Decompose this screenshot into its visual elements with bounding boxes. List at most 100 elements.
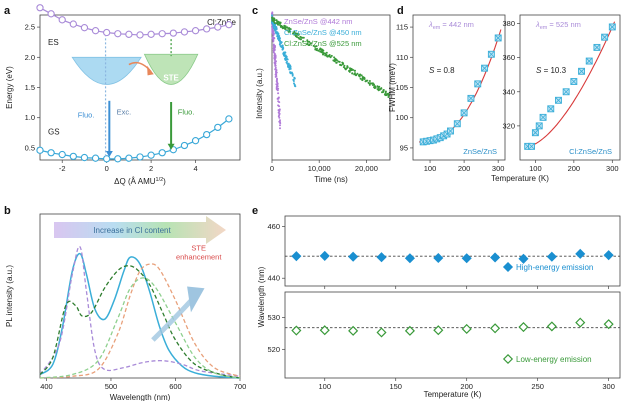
panel-c-point-2 bbox=[316, 47, 318, 50]
panel-c-point-1 bbox=[275, 32, 278, 35]
panel-c-xtick-label: 0 bbox=[270, 164, 274, 173]
panel-c-legend-2: Cl:ZnSe/ZnS @525 nm bbox=[284, 39, 362, 48]
panel-a-point-ES bbox=[80, 24, 89, 32]
panel-c-point-2 bbox=[324, 52, 327, 55]
panel-c-point-2 bbox=[344, 67, 347, 70]
panel-d-point-0 bbox=[474, 80, 482, 88]
panel-c-point-0 bbox=[278, 116, 281, 119]
panel-a-point-ES bbox=[47, 10, 55, 18]
panel-c-point-2 bbox=[271, 16, 274, 19]
panel-c-point-2 bbox=[358, 75, 361, 78]
panel-c-point-2 bbox=[346, 66, 349, 69]
panel-d-point-0 bbox=[460, 109, 468, 117]
panel-b-xtick-label: 500 bbox=[105, 382, 118, 391]
panel-c-point-2 bbox=[288, 28, 291, 31]
panel-e-xtick-label: 300 bbox=[602, 382, 615, 391]
panel-d-ytick-label: 115 bbox=[396, 23, 408, 32]
panel-e-point-1 bbox=[348, 325, 359, 336]
panel-c-point-2 bbox=[272, 19, 275, 22]
panel-c-point-2 bbox=[314, 45, 317, 48]
panel-a-well-left bbox=[71, 56, 142, 85]
panel-a-ytick-label: 2.5 bbox=[25, 23, 35, 32]
panel-d-ytick-label: 110 bbox=[396, 53, 408, 62]
panel-c-point-1 bbox=[291, 74, 294, 77]
panel-d-point-1 bbox=[539, 113, 547, 121]
panel-c-point-2 bbox=[327, 54, 330, 57]
panel-a-point-ES bbox=[158, 30, 166, 38]
panel-c-point-2 bbox=[355, 74, 357, 77]
panel-label-c: c bbox=[252, 5, 258, 17]
panel-c-point-1 bbox=[279, 40, 282, 43]
panel-d-xtick-label: 100 bbox=[529, 164, 542, 173]
panel-a-ste-label: STE bbox=[163, 73, 179, 82]
panel-c-point-0 bbox=[279, 119, 281, 122]
panel-label-a: a bbox=[4, 5, 11, 17]
panel-d-point-1 bbox=[555, 96, 562, 104]
panel-a-point-ES bbox=[147, 30, 155, 38]
panel-b-annotation: STE enhancement bbox=[176, 243, 222, 261]
panel-c-point-2 bbox=[319, 50, 322, 53]
panel-a-xtick-label: -2 bbox=[59, 164, 66, 173]
panel-a-curve-ES bbox=[39, 7, 230, 36]
panel-d-point-1 bbox=[593, 43, 601, 51]
panel-e-point-1 bbox=[518, 321, 529, 333]
panel-d-ylabel: FWHM (meV) bbox=[388, 63, 397, 112]
panel-c-point-2 bbox=[351, 72, 354, 75]
panel-c-point-2 bbox=[332, 59, 335, 62]
panel-c-point-2 bbox=[382, 91, 384, 94]
panel-d-lambda-sub: em bbox=[540, 25, 548, 31]
panel-c-point-2 bbox=[352, 68, 354, 71]
panel-d-point-1 bbox=[528, 142, 535, 150]
panel-a-ytick-label: 2.0 bbox=[25, 53, 35, 62]
panel-c-point-2 bbox=[282, 27, 285, 29]
panel-c-point-2 bbox=[387, 92, 390, 95]
panel-a-point-GS bbox=[214, 123, 222, 132]
panel-c-point-2 bbox=[292, 32, 295, 35]
panel-d-s-value: = 10.3 bbox=[541, 66, 566, 75]
panel-e-point-0 bbox=[319, 250, 330, 261]
panel-c-point-1 bbox=[288, 68, 291, 71]
panel-c-point-2 bbox=[371, 84, 374, 86]
panel-c-point-2 bbox=[380, 87, 383, 90]
panel-c-point-1 bbox=[277, 37, 280, 40]
panel-e-point-0 bbox=[603, 250, 614, 261]
panel-d-ytick-label: 380 bbox=[502, 19, 515, 28]
panel-c-point-0 bbox=[273, 37, 276, 40]
panel-c-legend-1: Cl:ZnSe/ZnS @450 nm bbox=[284, 28, 362, 37]
panel-a-xtick-label: 2 bbox=[149, 164, 153, 173]
panel-c-point-1 bbox=[292, 80, 295, 82]
panel-c-point-2 bbox=[384, 90, 387, 93]
panel-a-xlabel-sup: 1/2 bbox=[156, 177, 164, 183]
panel-d-xtick-label: 200 bbox=[458, 164, 471, 173]
panel-d-point-1 bbox=[578, 67, 585, 75]
panel-c-point-2 bbox=[296, 33, 298, 36]
panel-c-point-1 bbox=[278, 35, 281, 37]
panel-c-point-2 bbox=[378, 88, 381, 91]
panel-a-point-GS bbox=[103, 155, 111, 163]
panel-c-point-1 bbox=[282, 52, 285, 55]
panel-a-point-ES bbox=[36, 4, 44, 12]
panel-c-point-2 bbox=[368, 83, 371, 86]
panel-d-point-1 bbox=[585, 57, 593, 65]
panel-a-point-GS bbox=[80, 153, 89, 162]
panel-a-series-label-GS: GS bbox=[48, 128, 60, 137]
panel-b-xtick-label: 700 bbox=[234, 382, 247, 391]
panel-a-point-GS bbox=[136, 153, 144, 161]
panel-c-point-2 bbox=[350, 67, 353, 70]
panel-c-point-1 bbox=[281, 44, 284, 47]
panel-c-point-2 bbox=[359, 77, 362, 80]
panel-e-point-0 bbox=[575, 248, 586, 259]
panel-c-point-2 bbox=[354, 69, 356, 72]
panel-c-point-2 bbox=[335, 58, 338, 61]
panel-d-point-0-cross bbox=[467, 95, 475, 102]
panel-e-ytick-label: 440 bbox=[267, 274, 280, 283]
panel-e-legend-marker-0 bbox=[502, 261, 514, 273]
panel-d-point-0-cross bbox=[447, 127, 454, 135]
panel-d-point-0 bbox=[453, 120, 461, 128]
panel-c-point-1 bbox=[284, 51, 287, 54]
panel-b-enhancement-head bbox=[187, 286, 205, 313]
panel-a-point-ES bbox=[191, 27, 200, 35]
panel-c-point-2 bbox=[376, 88, 379, 91]
panel-d-lambda-1: λem = 525 nm bbox=[535, 20, 581, 31]
